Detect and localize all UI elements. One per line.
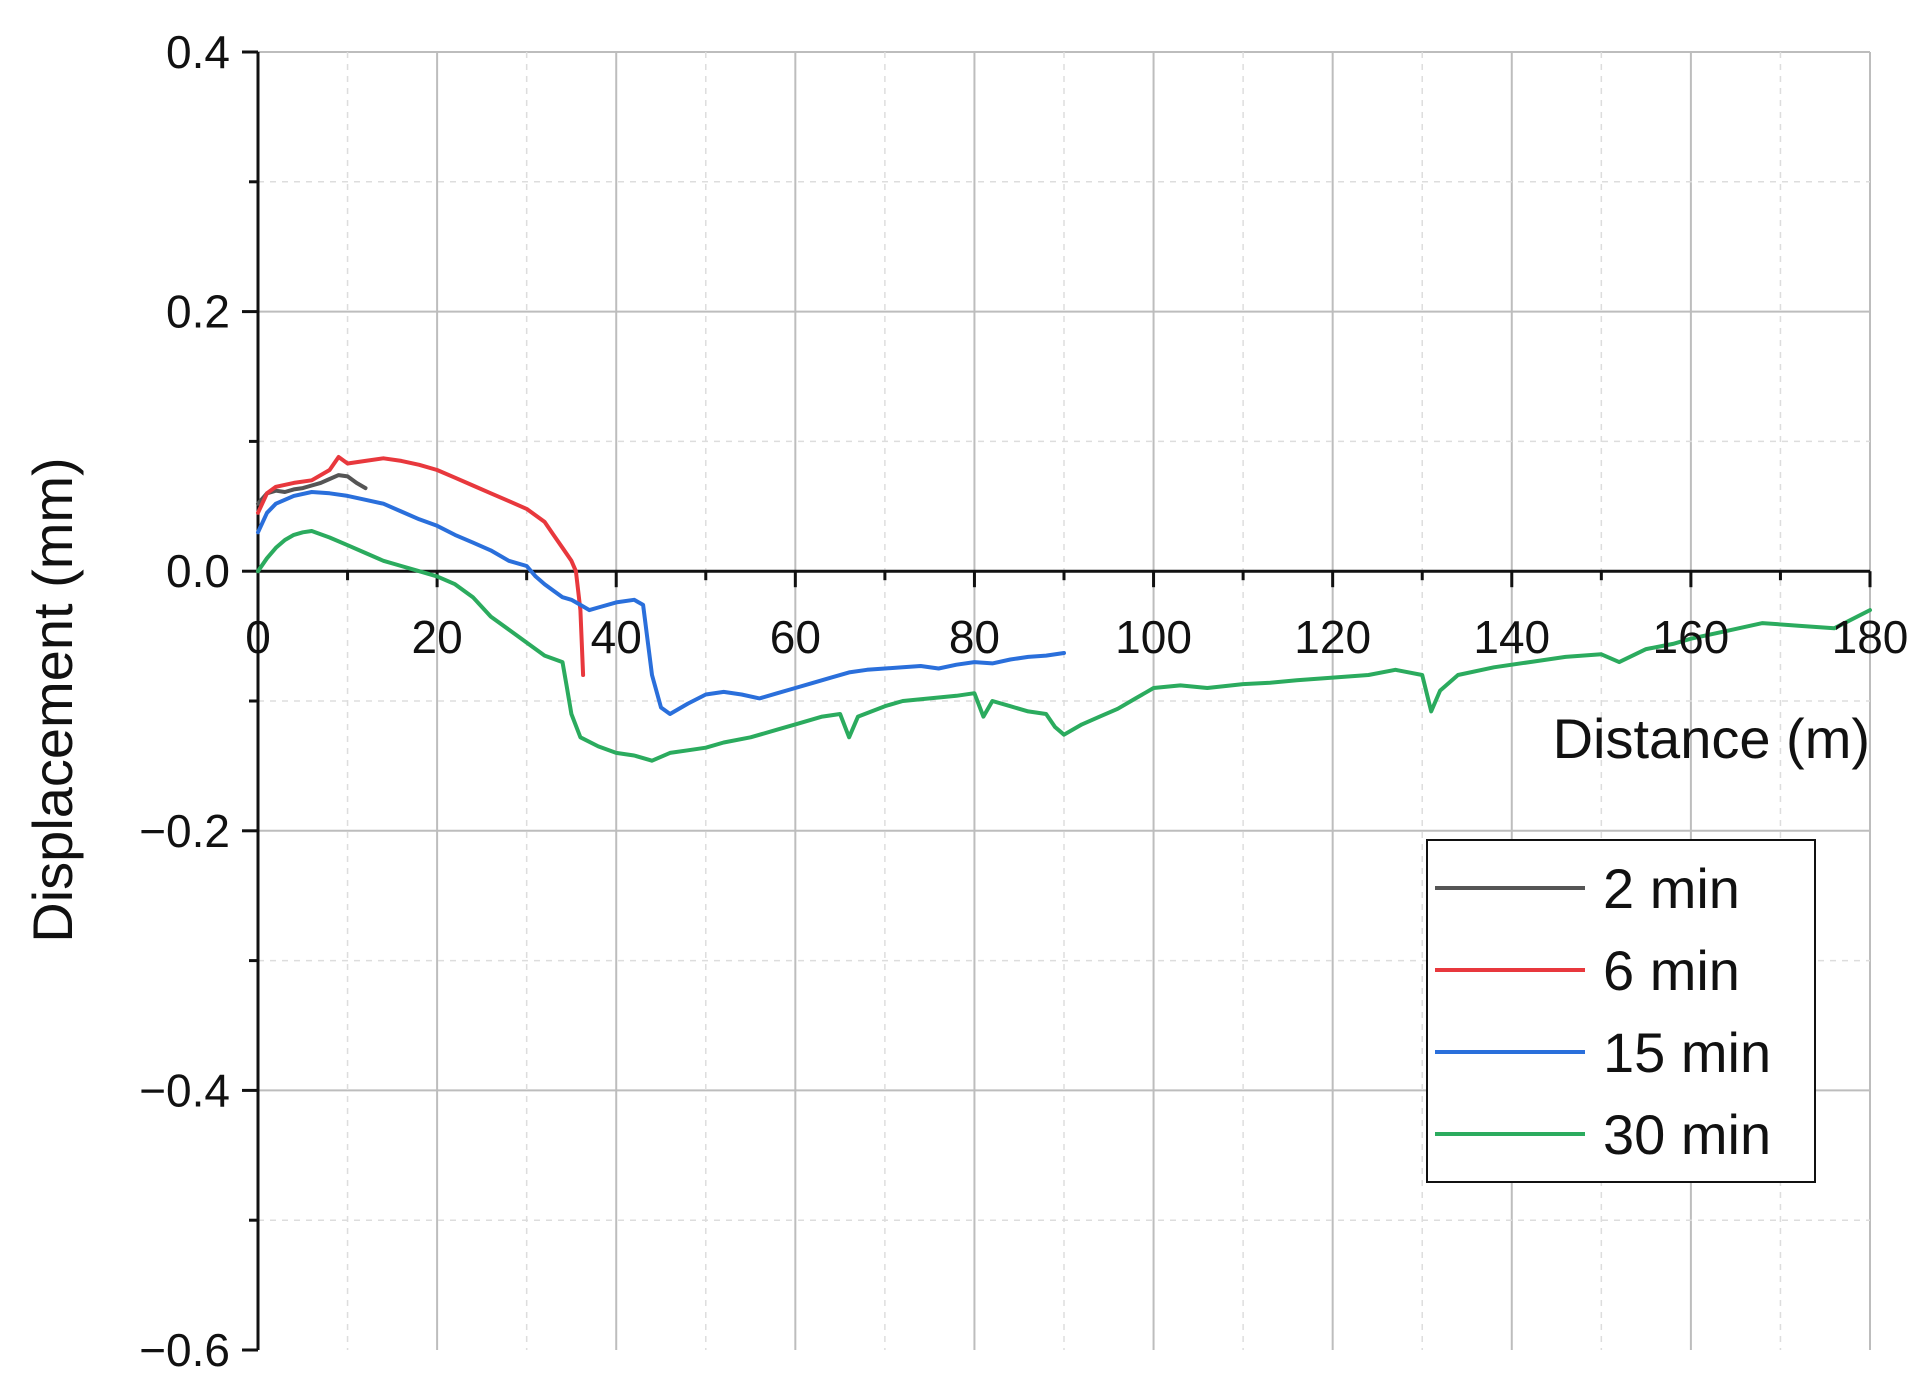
legend-label-2-min: 2 min <box>1603 857 1740 920</box>
y-tick-label: −0.4 <box>139 1064 230 1116</box>
y-axis-label: Displacement (mm) <box>21 457 84 942</box>
series-line-2-min <box>256 473 368 506</box>
series-line-15-min <box>256 490 1066 716</box>
y-tick-label: 0.4 <box>166 26 230 78</box>
x-tick-label: 40 <box>591 611 642 663</box>
grid <box>258 51 1871 1350</box>
legend-box <box>1426 839 1816 1183</box>
x-axis-label: Distance (m) <box>1553 707 1870 770</box>
y-tick-label: −0.2 <box>139 805 230 857</box>
legend: 2 min 6 min 15 min 30 min <box>1426 839 1816 1183</box>
x-tick-label: 180 <box>1832 611 1909 663</box>
x-tick-label: 80 <box>949 611 1000 663</box>
series-lines <box>256 455 1872 763</box>
y-tick-label: 0.2 <box>166 286 230 338</box>
legend-label-30-min: 30 min <box>1603 1103 1771 1166</box>
x-tick-label: 120 <box>1294 611 1371 663</box>
legend-label-15-min: 15 min <box>1603 1021 1771 1084</box>
x-tick-label: 140 <box>1473 611 1550 663</box>
y-tick-label: 0.0 <box>166 545 230 597</box>
axes <box>242 50 1872 1352</box>
series-line-30-min <box>256 529 1872 763</box>
x-tick-label: 0 <box>245 611 271 663</box>
x-tick-label: 20 <box>412 611 463 663</box>
x-tick-label: 160 <box>1653 611 1730 663</box>
series-line-6-min <box>256 455 586 677</box>
tick-labels: 0.4 0.2 0.0 −0.2 −0.4 −0.6 0 20 40 60 80 100 120 140 1… <box>139 26 1908 1376</box>
x-tick-label: 60 <box>770 611 821 663</box>
x-tick-label: 100 <box>1115 611 1192 663</box>
y-tick-label: −0.6 <box>139 1324 230 1376</box>
legend-label-6-min: 6 min <box>1603 939 1740 1002</box>
